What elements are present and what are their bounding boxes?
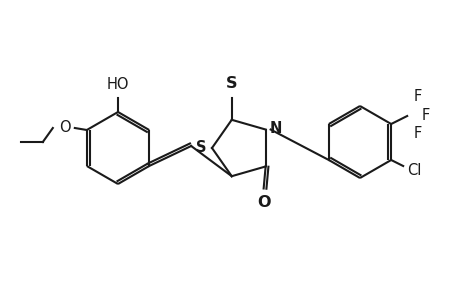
Text: O: O <box>256 196 270 211</box>
Text: F: F <box>412 89 420 104</box>
Text: F: F <box>420 107 429 122</box>
Text: HO: HO <box>106 77 129 92</box>
Text: S: S <box>225 76 237 91</box>
Text: Cl: Cl <box>406 163 420 178</box>
Text: N: N <box>269 121 281 136</box>
Text: O: O <box>59 119 71 134</box>
Text: S: S <box>196 140 207 154</box>
Text: F: F <box>412 126 420 141</box>
